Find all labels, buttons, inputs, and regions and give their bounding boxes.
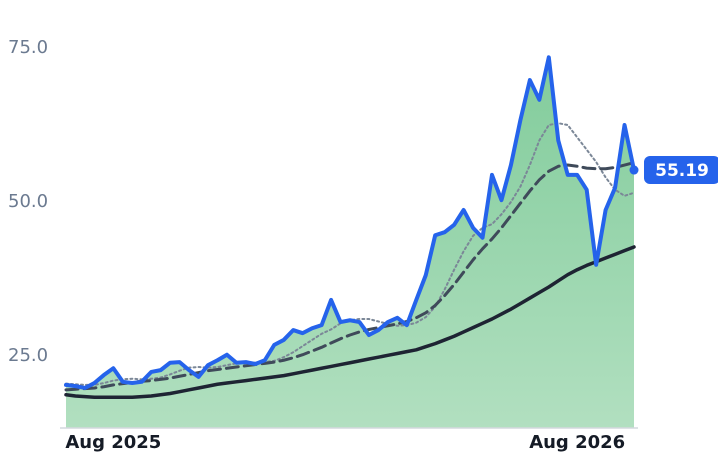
end-label: 55.19 xyxy=(655,161,709,181)
y-tick-label: 25.0 xyxy=(8,345,48,366)
x-tick-label: Aug 2026 xyxy=(529,432,625,453)
end-dot xyxy=(629,165,639,175)
y-tick-label: 50.0 xyxy=(8,191,48,212)
area xyxy=(66,57,634,428)
series-line xyxy=(64,161,636,392)
y-tick-label: 75.0 xyxy=(8,37,48,58)
x-tick-label: Aug 2025 xyxy=(65,432,161,453)
end-label-box xyxy=(644,156,718,185)
series-line xyxy=(64,245,636,399)
series-line xyxy=(64,55,636,390)
